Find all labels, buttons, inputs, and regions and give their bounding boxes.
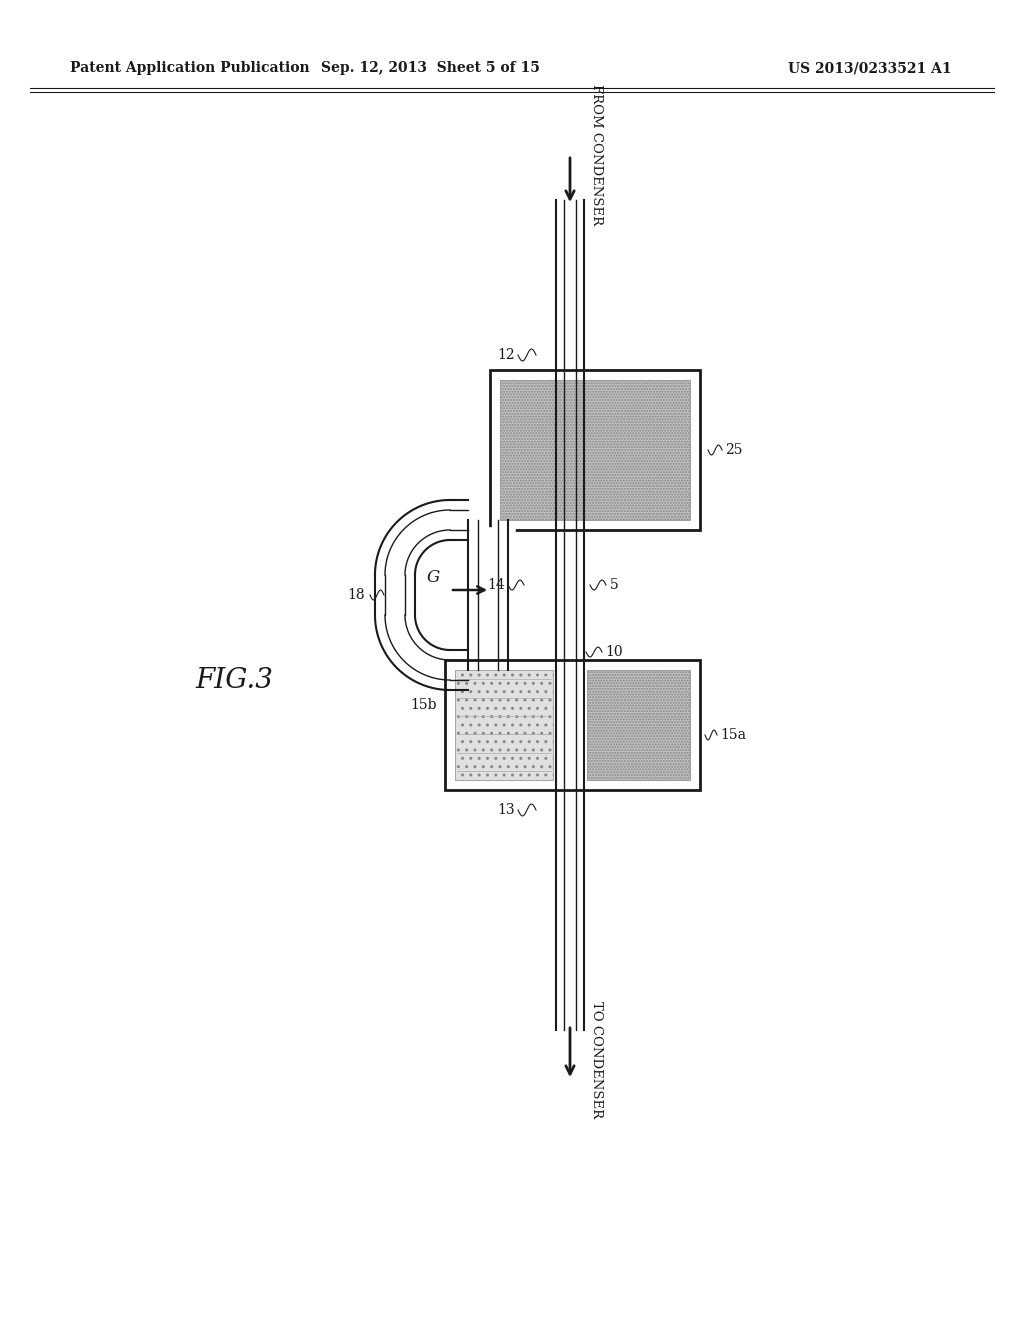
Bar [445, 660, 700, 789]
Text: Sep. 12, 2013  Sheet 5 of 15: Sep. 12, 2013 Sheet 5 of 15 [321, 61, 540, 75]
Text: TO CONDENSER: TO CONDENSER [590, 1002, 603, 1118]
Text: FROM CONDENSER: FROM CONDENSER [590, 84, 603, 226]
Bar [490, 370, 700, 531]
Text: 15b: 15b [411, 698, 437, 711]
Text: 5: 5 [610, 578, 618, 591]
Text: 13: 13 [498, 803, 515, 817]
Text: 10: 10 [605, 645, 623, 659]
Text: 18: 18 [347, 587, 365, 602]
Bar [587, 671, 690, 780]
Text: G: G [427, 569, 440, 586]
Text: Patent Application Publication: Patent Application Publication [70, 61, 309, 75]
Text: 15a: 15a [720, 729, 746, 742]
Bar [500, 380, 690, 520]
Text: 12: 12 [498, 348, 515, 362]
Text: 14: 14 [487, 578, 505, 591]
Text: 25: 25 [725, 444, 742, 457]
Bar [455, 671, 553, 780]
Text: FIG.3: FIG.3 [195, 667, 272, 693]
Text: US 2013/0233521 A1: US 2013/0233521 A1 [788, 61, 952, 75]
